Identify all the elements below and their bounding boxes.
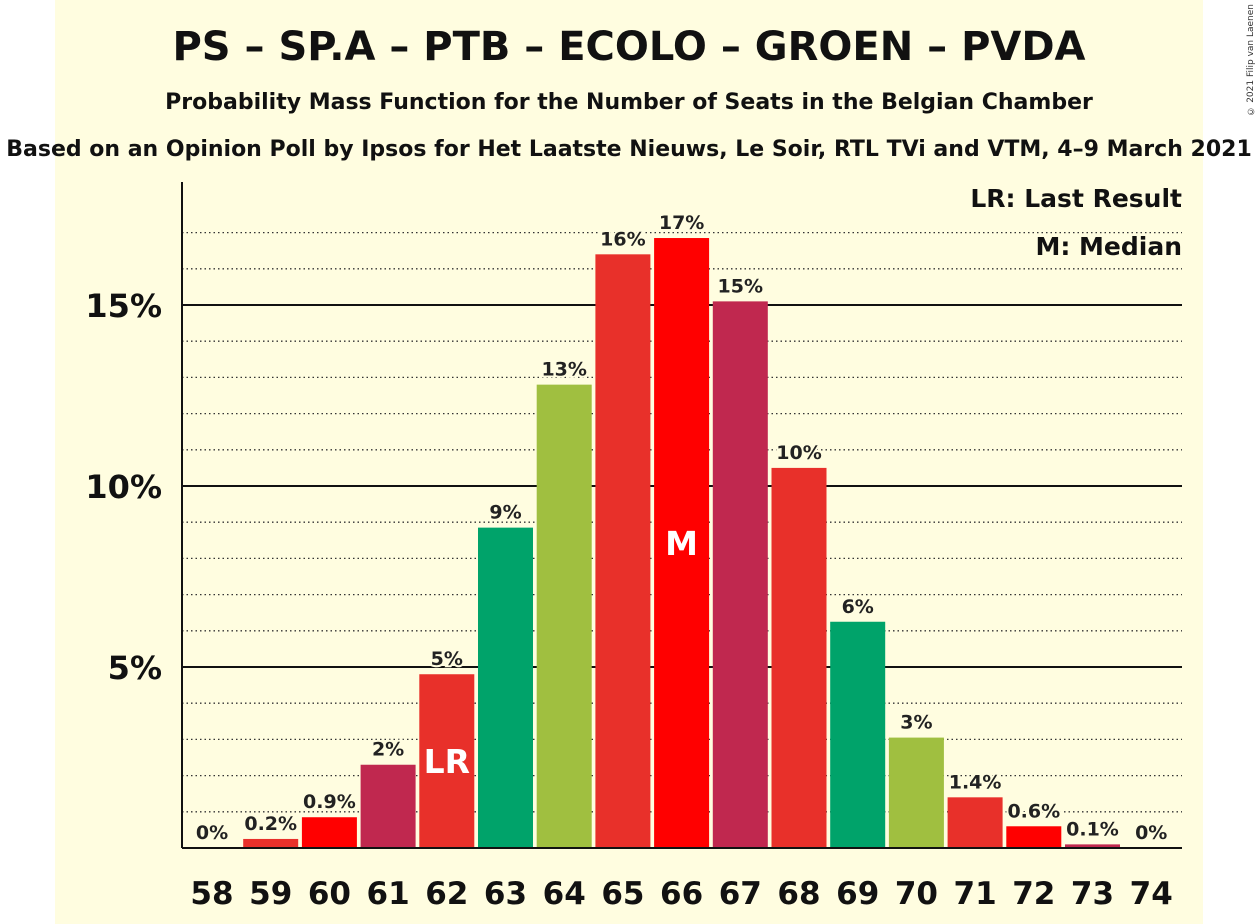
data-label: 10% [776, 442, 821, 464]
bar-seat-67 [712, 301, 768, 848]
last-result-marker: LR [424, 742, 470, 781]
bar-seat-73 [1065, 844, 1120, 848]
x-tick-label: 73 [1071, 876, 1114, 912]
data-label: 5% [431, 648, 463, 670]
data-label: 2% [372, 739, 404, 761]
bar-seat-60 [301, 817, 357, 848]
x-tick-label: 70 [895, 876, 938, 912]
x-tick-label: 62 [425, 876, 468, 912]
data-label: 17% [659, 212, 704, 234]
x-tick-label: 60 [308, 876, 351, 912]
data-label: 0.9% [303, 791, 356, 813]
data-label: 0% [196, 822, 228, 844]
data-label: 0% [1135, 822, 1167, 844]
bar-seat-68 [771, 467, 827, 848]
legend-last-result: LR: Last Result [970, 184, 1182, 213]
x-tick-label: 64 [543, 876, 586, 912]
x-tick-label: 59 [249, 876, 292, 912]
x-tick-label: 65 [601, 876, 644, 912]
x-tick-label: 71 [954, 876, 997, 912]
data-label: 13% [541, 359, 586, 381]
bar-seat-59 [243, 838, 299, 848]
y-tick-label: 10% [85, 468, 162, 506]
bar-seat-61 [360, 764, 416, 848]
x-tick-label: 68 [777, 876, 820, 912]
data-label: 1.4% [949, 771, 1002, 793]
x-tick-label: 63 [484, 876, 527, 912]
bar-seat-65 [595, 254, 651, 848]
data-label: 0.2% [244, 813, 297, 835]
data-label: 6% [842, 596, 874, 618]
data-label: 0.1% [1066, 818, 1119, 840]
legend-median: M: Median [1035, 232, 1182, 261]
bar-seat-62 [419, 674, 475, 848]
median-marker: M [665, 524, 698, 563]
bar-seat-72 [1006, 826, 1062, 848]
data-label: 3% [900, 712, 932, 734]
bar-seat-70 [888, 737, 944, 848]
bar-seat-66 [654, 238, 710, 848]
chart-title: PS – SP.A – PTB – ECOLO – GROEN – PVDA [172, 24, 1086, 70]
bar-seat-63 [478, 527, 533, 848]
chart-subtitle: Probability Mass Function for the Number… [165, 90, 1093, 115]
data-label: 9% [489, 502, 521, 524]
data-label: 0.6% [1007, 800, 1060, 822]
x-tick-label: 67 [719, 876, 762, 912]
x-tick-label: 69 [836, 876, 879, 912]
chart-source: Based on an Opinion Poll by Ipsos for He… [6, 137, 1252, 162]
x-tick-label: 74 [1130, 876, 1173, 912]
bar-seat-64 [536, 384, 592, 848]
data-label: 15% [718, 275, 763, 297]
bar-seat-71 [947, 797, 1003, 848]
data-label: 16% [600, 228, 645, 250]
x-tick-label: 61 [367, 876, 410, 912]
y-tick-label: 15% [85, 287, 162, 325]
bar-seat-69 [830, 621, 886, 848]
y-tick-label: 5% [108, 649, 162, 687]
x-tick-label: 72 [1012, 876, 1055, 912]
x-tick-label: 66 [660, 876, 703, 912]
x-tick-label: 58 [190, 876, 233, 912]
